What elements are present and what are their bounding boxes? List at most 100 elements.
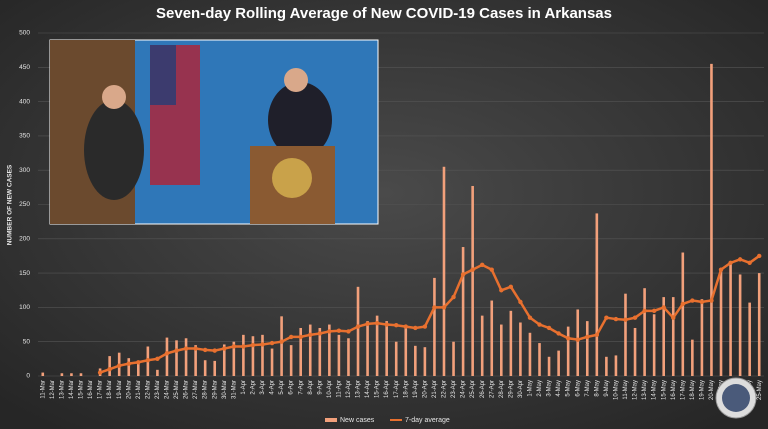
x-tick-label: 31-Mar (231, 380, 237, 399)
bar (165, 337, 169, 376)
line-point (231, 344, 237, 349)
bar (566, 326, 570, 376)
x-tick-label: 21-Apr (432, 380, 438, 398)
bar (213, 360, 217, 376)
x-tick-label: 22-Apr (442, 380, 448, 398)
x-tick-label: 6-May (575, 380, 581, 397)
bar (757, 273, 761, 376)
bar (605, 356, 608, 376)
line-point (737, 257, 743, 262)
x-tick-label: 3-May (547, 380, 553, 397)
bar (461, 247, 465, 376)
x-tick-label: 17-May (680, 380, 686, 400)
bar (442, 166, 446, 376)
x-tick-label: 24-Apr (461, 380, 467, 398)
bar (299, 327, 302, 376)
bar (251, 336, 255, 376)
x-tick-label: 4-May (556, 380, 562, 397)
bar (194, 345, 197, 376)
x-tick-label: 17-Apr (394, 380, 400, 398)
bar (318, 327, 322, 376)
x-tick-label: 1-May (528, 380, 534, 397)
x-tick-label: 7-Apr (298, 380, 304, 395)
line (99, 254, 760, 374)
line-point (537, 322, 542, 327)
inset-person (268, 82, 332, 158)
line-point (97, 370, 103, 375)
y-tick-label: 0 (26, 373, 30, 380)
y-tick-label: 250 (19, 201, 30, 208)
seal-inner (722, 384, 750, 412)
bar (70, 373, 73, 376)
x-tick-label: 22-Mar (145, 380, 151, 399)
y-tick-label: 300 (19, 167, 30, 174)
y-tick-label: 50 (23, 338, 31, 345)
x-tick-label: 28-Mar (203, 380, 209, 399)
bar (414, 345, 417, 376)
bar (222, 344, 226, 376)
bar (624, 293, 627, 376)
line-point (594, 332, 600, 338)
line-point (671, 315, 676, 320)
x-tick-label: 24-Mar (165, 380, 171, 399)
line-point (632, 315, 638, 320)
bar (270, 348, 274, 376)
bar (681, 252, 685, 376)
line-point (126, 361, 131, 366)
line-point (489, 267, 494, 272)
x-tick-label: 2-May (537, 380, 543, 397)
bar (79, 373, 83, 376)
line-point (680, 301, 686, 307)
line-point (499, 288, 504, 293)
x-tick-label: 12-May (633, 380, 639, 400)
bar (547, 356, 551, 376)
line-point (355, 324, 361, 329)
x-tick-label: 11-May (623, 380, 629, 400)
x-tick-label: 11-Mar (40, 380, 46, 399)
x-tick-label: 28-Apr (499, 380, 505, 398)
x-tick-label: 9-Apr (317, 380, 323, 395)
inset-seal (272, 158, 312, 198)
line-point (527, 315, 533, 320)
x-tick-label: 16-May (671, 380, 677, 400)
line-point (222, 346, 227, 351)
x-tick-label: 27-Apr (489, 380, 495, 398)
x-tick-label: 1-Apr (241, 380, 247, 395)
bar (328, 324, 331, 376)
line-point (317, 331, 323, 336)
line-point (432, 305, 437, 310)
bar (175, 340, 178, 376)
bar (347, 338, 350, 376)
x-tick-label: 15-Mar (79, 380, 85, 399)
chart-title: Seven-day Rolling Average of New COVID-1… (156, 5, 612, 22)
line-point (565, 336, 571, 341)
bar (423, 347, 427, 376)
line-point (556, 331, 561, 336)
bar (585, 321, 589, 376)
x-tick-label: 18-Apr (403, 380, 409, 398)
line-point (288, 334, 294, 340)
legend-swatch (325, 418, 337, 422)
line-point (690, 298, 695, 303)
bar (710, 63, 713, 377)
y-tick-label: 100 (19, 304, 30, 311)
x-tick-label: 13-Apr (356, 380, 362, 398)
x-tick-label: 25-May (757, 380, 763, 400)
line-point (164, 351, 170, 356)
x-tick-label: 18-May (690, 380, 696, 400)
line-point (250, 342, 256, 348)
x-tick-label: 5-May (566, 380, 572, 397)
bar (108, 356, 111, 376)
x-tick-label: 3-Apr (260, 380, 266, 395)
x-tick-label: 10-Apr (327, 380, 333, 398)
x-tick-label: 2-Apr (251, 380, 257, 395)
line-point (298, 334, 303, 340)
line-point (183, 346, 189, 351)
bar (452, 341, 455, 376)
video-inset (49, 39, 379, 225)
line-point (327, 329, 332, 334)
line-point (585, 334, 590, 340)
x-tick-label: 26-Apr (480, 380, 486, 398)
bar (385, 321, 388, 376)
line-point (546, 325, 552, 331)
